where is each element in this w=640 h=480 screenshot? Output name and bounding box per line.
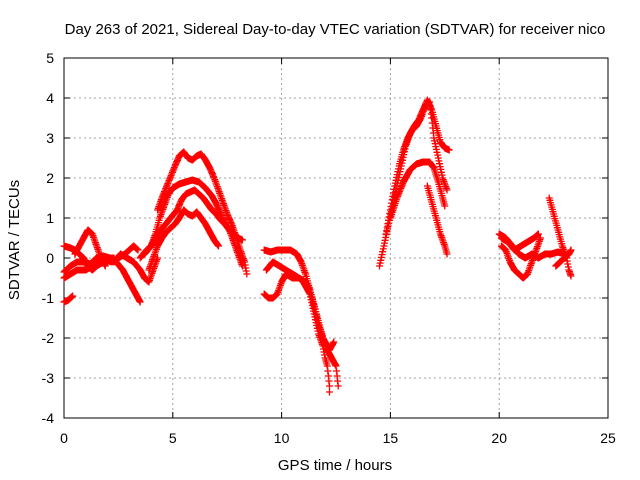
x-axis-label: GPS time / hours — [278, 457, 392, 474]
data-marker — [71, 226, 109, 270]
x-tick-label: 5 — [169, 430, 177, 446]
y-tick-label: -2 — [42, 330, 55, 346]
data-marker — [382, 98, 451, 238]
data-points — [60, 96, 575, 396]
series-arc-15 — [382, 98, 451, 238]
series-arc-17 — [423, 182, 451, 258]
data-marker — [145, 206, 222, 274]
data-marker — [110, 250, 162, 286]
data-marker — [260, 246, 342, 390]
series-arc-13 — [260, 270, 338, 354]
data-marker — [60, 292, 77, 306]
series-arc-6 — [110, 250, 162, 286]
series-arc-10 — [145, 206, 222, 274]
x-tick-label: 10 — [274, 430, 290, 446]
x-tick-label: 25 — [600, 430, 616, 446]
series-arc-16 — [386, 158, 449, 222]
y-tick-label: 1 — [46, 210, 54, 226]
y-tick-label: 3 — [46, 130, 54, 146]
data-marker — [552, 246, 575, 270]
data-marker — [497, 234, 544, 282]
plot-frame — [63, 57, 609, 419]
data-marker — [497, 230, 542, 254]
x-tick-label: 15 — [383, 430, 399, 446]
y-axis-label: SDTVAR / TECUs — [6, 180, 23, 300]
series-arc-11 — [260, 246, 342, 390]
data-marker — [386, 158, 449, 222]
series-arc-4 — [60, 292, 77, 306]
y-tick-label: 5 — [46, 50, 54, 66]
series-arc-9 — [141, 186, 246, 270]
series-arc-19 — [497, 234, 544, 282]
data-marker — [423, 182, 451, 258]
data-marker — [260, 270, 338, 354]
data-marker — [545, 194, 575, 280]
y-tick-label: 0 — [46, 250, 54, 266]
x-tick-label: 20 — [491, 430, 507, 446]
series-arc-8 — [154, 148, 251, 278]
series-arc-5 — [71, 226, 109, 270]
y-tick-label: -1 — [42, 290, 55, 306]
data-marker — [154, 148, 251, 278]
y-tick-label: -4 — [42, 410, 55, 426]
y-tick-label: 2 — [46, 170, 54, 186]
series-arc-22 — [552, 246, 575, 270]
data-marker — [141, 186, 246, 270]
y-tick-label: -3 — [42, 370, 55, 386]
y-tick-label: 4 — [46, 90, 54, 106]
axis-ticks — [63, 57, 609, 419]
series-arc-20 — [497, 230, 542, 254]
x-tick-label: 0 — [60, 430, 68, 446]
chart-title: Day 263 of 2021, Sidereal Day-to-day VTE… — [65, 21, 606, 38]
series-arc-21 — [545, 194, 575, 280]
axis-tick-labels: 0 5 10 15 20 25 -4 -3 -2 -1 0 1 2 3 4 5 — [42, 50, 616, 446]
